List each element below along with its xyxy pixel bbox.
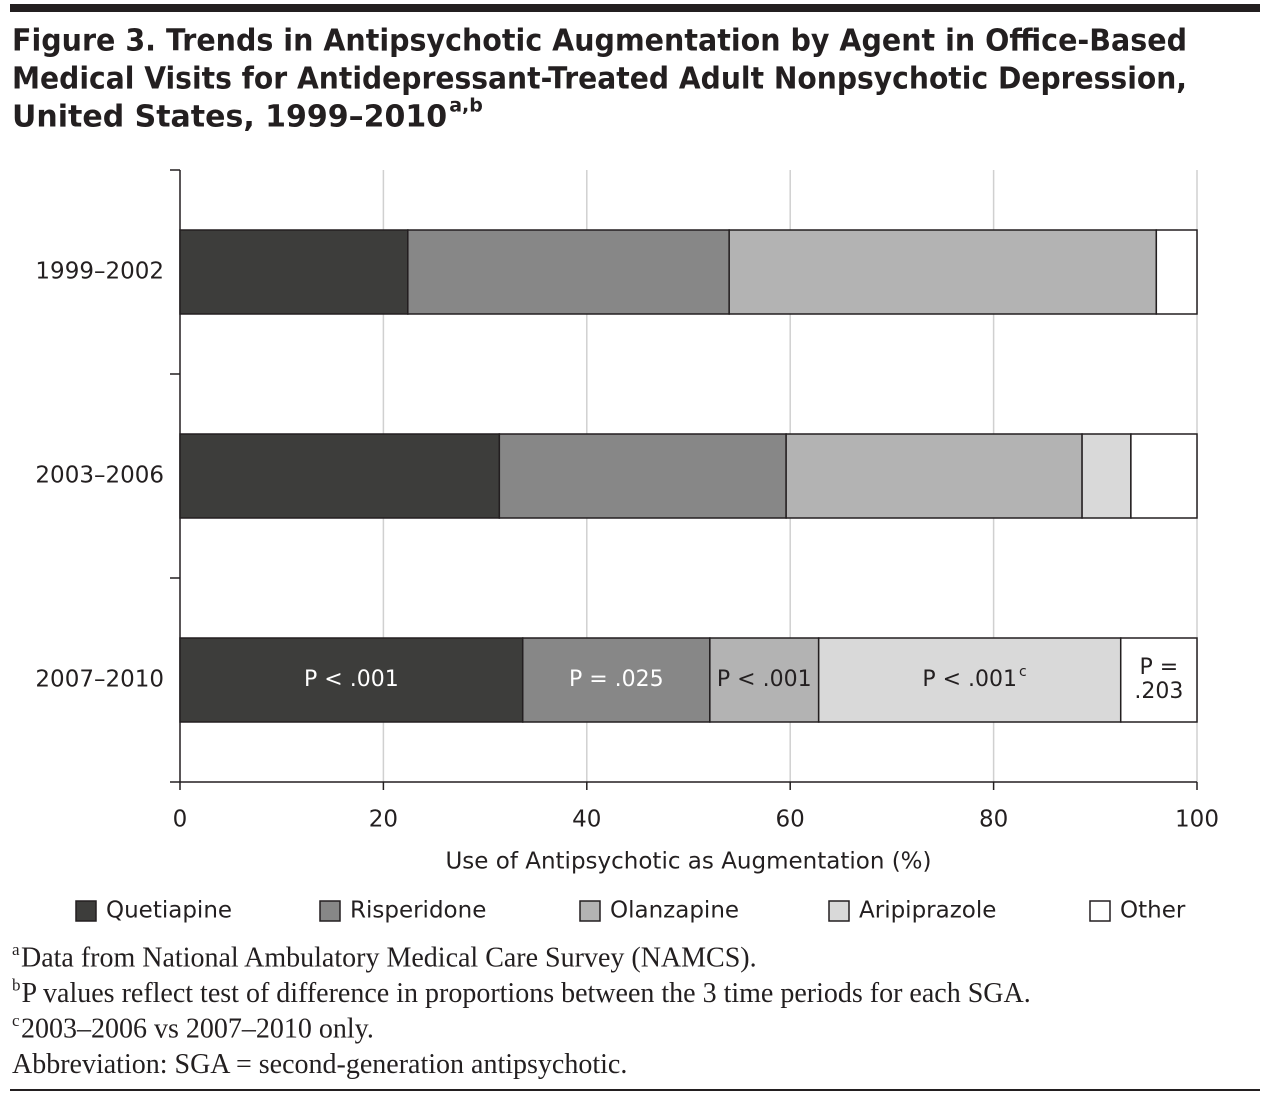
- footnote: Data from National Ambulatory Medical Ca…: [21, 942, 757, 973]
- legend-label: Other: [1120, 898, 1186, 924]
- legend-swatch: [828, 900, 850, 922]
- bar-segment: [498, 433, 787, 519]
- legend-label: Risperidone: [350, 898, 486, 924]
- p-value-label: P < .001: [304, 667, 399, 692]
- chart-title: Medical Visits for Antidepressant-Treate…: [12, 62, 1187, 97]
- footnote: P values reflect test of difference in p…: [22, 978, 1031, 1009]
- p-value-label: P = .025: [569, 667, 664, 692]
- bar-segment: [785, 433, 1083, 519]
- footnote-marker: a: [12, 940, 20, 959]
- bar-segment: [728, 229, 1158, 315]
- legend-swatch: [1089, 900, 1111, 922]
- chart-title: Figure 3. Trends in Antipsychotic Augmen…: [12, 24, 1187, 59]
- legend-label: Quetiapine: [106, 898, 232, 924]
- x-tick-label: 100: [1175, 807, 1219, 833]
- bar-segment: [407, 229, 730, 315]
- x-tick-label: 40: [572, 807, 601, 833]
- bar-segment: [817, 637, 1122, 723]
- bar-segment: [179, 433, 501, 519]
- footnote: Abbreviation: SGA = second-generation an…: [12, 1049, 627, 1080]
- chart-title: United States, 1999–2010: [12, 100, 447, 135]
- p-value-label: .203: [1134, 679, 1183, 704]
- bar-segment: [1155, 229, 1198, 315]
- bar-segment: [179, 229, 409, 315]
- legend-swatch: [319, 900, 341, 922]
- x-axis-label: Use of Antipsychotic as Augmentation (%): [445, 849, 931, 875]
- legend-label: Aripiprazole: [859, 898, 996, 924]
- bar-segment: [1130, 433, 1198, 519]
- title-superscript: a,b: [449, 95, 483, 117]
- bar-segment: [1081, 433, 1132, 519]
- bar-segment: [521, 637, 711, 723]
- x-tick-label: 20: [369, 807, 398, 833]
- top-rule: [10, 4, 1260, 12]
- p-value-superscript: c: [1019, 664, 1027, 680]
- legend-swatch: [579, 900, 601, 922]
- y-tick-label: 2003–2006: [35, 463, 164, 489]
- bar-segment: [709, 637, 820, 723]
- p-value-label: P =: [1140, 655, 1179, 680]
- legend-swatch: [75, 900, 97, 922]
- bar-segment: [1119, 637, 1198, 723]
- p-value-label: P < .001: [922, 667, 1017, 692]
- x-tick-label: 0: [173, 807, 188, 833]
- x-tick-label: 80: [979, 807, 1008, 833]
- footnote-marker: b: [12, 975, 21, 994]
- bar-segment: [179, 637, 524, 723]
- footnote-marker: c: [12, 1011, 20, 1030]
- footnote: 2003–2006 vs 2007–2010 only.: [21, 1013, 374, 1044]
- legend-label: Olanzapine: [610, 898, 739, 924]
- y-tick-label: 1999–2002: [35, 259, 164, 285]
- y-tick-label: 2007–2010: [35, 667, 164, 693]
- x-tick-label: 60: [776, 807, 805, 833]
- p-value-label: P < .001: [717, 667, 812, 692]
